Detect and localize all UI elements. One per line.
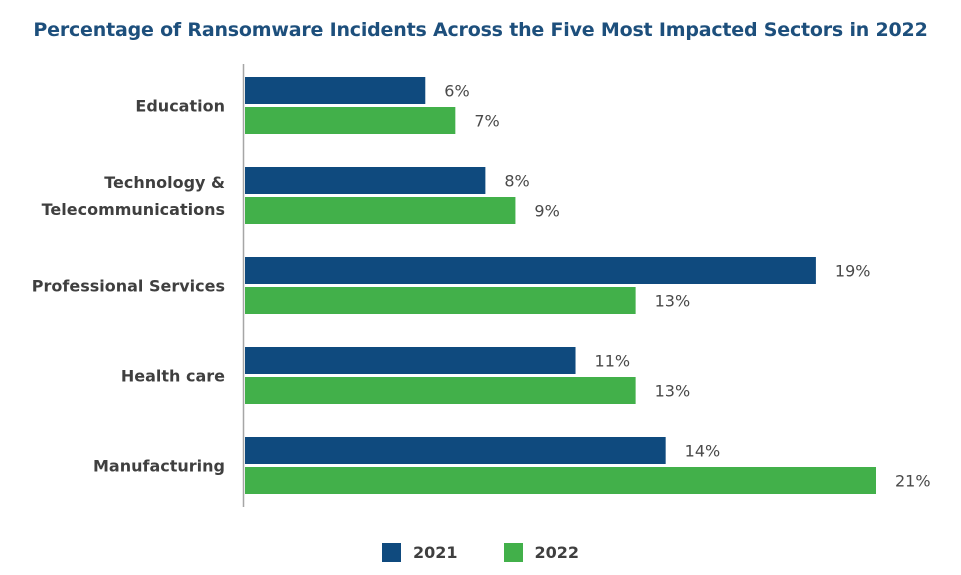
bars-layer (245, 77, 876, 494)
category-label-education: Education (135, 97, 225, 116)
bar-chart: 6% 7% Education 8% 9% Technology & Telecommuni… (32, 64, 931, 507)
bar-manufacturing-2021 (245, 437, 666, 464)
value-label-education-2021: 6% (444, 82, 469, 101)
category-label-professional-services: Professional Services (32, 277, 225, 296)
value-label-manufacturing-2021: 14% (685, 442, 721, 461)
value-label-health-care-2022: 13% (655, 382, 691, 401)
value-label-professional-services-2021: 19% (835, 262, 871, 281)
labels-layer: 6% 7% Education 8% 9% Technology & Telecommuni… (32, 82, 931, 491)
category-label-technology-telecommunications-line-2: Telecommunications (42, 200, 225, 219)
category-label-technology-telecommunications-line-1: Technology & (104, 173, 225, 192)
value-label-technology-telecommunications-2022: 9% (534, 202, 559, 221)
legend-item-2022: 2022 (503, 543, 580, 562)
bar-professional-services-2022 (245, 287, 636, 314)
bar-technology-telecommunications-2021 (245, 167, 486, 194)
value-label-health-care-2021: 11% (595, 352, 631, 371)
chart-title: Percentage of Ransomware Incidents Acros… (33, 19, 928, 41)
legend-label-2022: 2022 (534, 543, 580, 562)
value-label-professional-services-2022: 13% (655, 292, 691, 311)
bar-professional-services-2021 (245, 257, 816, 284)
bar-health-care-2022 (245, 377, 636, 404)
legend-item-2021: 2021 (381, 543, 458, 562)
value-label-education-2022: 7% (474, 112, 499, 131)
bar-health-care-2021 (245, 347, 576, 374)
bar-education-2022 (245, 107, 456, 134)
bar-manufacturing-2022 (245, 467, 876, 494)
legend: 2021 2022 (0, 543, 961, 562)
legend-swatch-2022 (503, 543, 523, 562)
value-label-manufacturing-2022: 21% (895, 472, 931, 491)
value-label-technology-telecommunications-2021: 8% (504, 172, 529, 191)
bar-education-2021 (245, 77, 426, 104)
legend-swatch-2021 (381, 543, 401, 562)
category-label-health-care: Health care (121, 367, 225, 386)
legend-label-2021: 2021 (412, 543, 458, 562)
bar-technology-telecommunications-2022 (245, 197, 516, 224)
category-label-manufacturing: Manufacturing (93, 457, 225, 476)
